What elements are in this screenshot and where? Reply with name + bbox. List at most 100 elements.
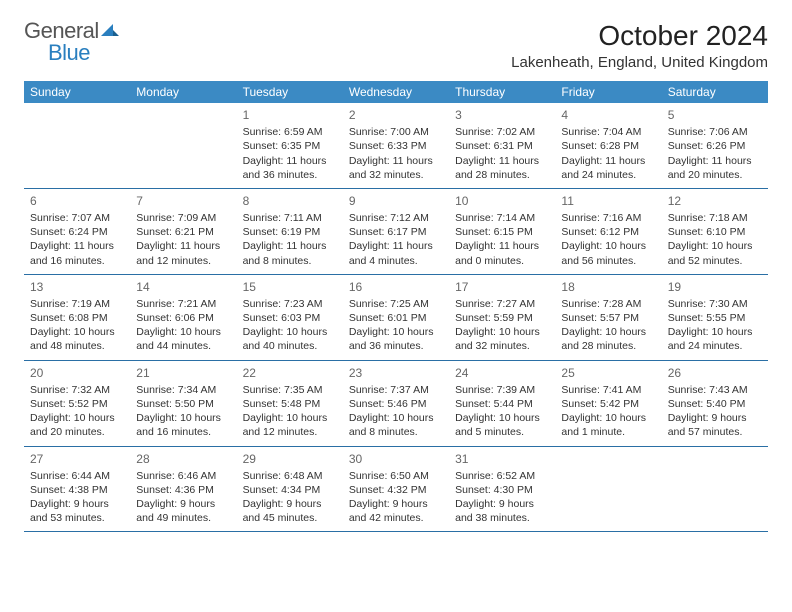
day-number: 24 <box>455 365 549 381</box>
sunrise-label: Sunrise: <box>243 384 282 396</box>
sunrise-line: Sunrise: 7:41 AM <box>561 383 655 397</box>
sunset-value: 6:06 PM <box>175 312 214 324</box>
sunset-label: Sunset: <box>30 312 66 324</box>
daylight-line: Daylight: 9 hours and 53 minutes. <box>30 497 124 525</box>
calendar-day-cell: 16Sunrise: 7:25 AMSunset: 6:01 PMDayligh… <box>343 274 449 360</box>
day-number: 10 <box>455 193 549 209</box>
daylight-label: Daylight: <box>455 155 496 167</box>
sunrise-line: Sunrise: 6:59 AM <box>243 125 337 139</box>
calendar-day-cell: 13Sunrise: 7:19 AMSunset: 6:08 PMDayligh… <box>24 274 130 360</box>
sunset-value: 4:38 PM <box>69 484 108 496</box>
daylight-label: Daylight: <box>349 412 390 424</box>
daylight-label: Daylight: <box>30 326 71 338</box>
calendar-day-cell: 17Sunrise: 7:27 AMSunset: 5:59 PMDayligh… <box>449 274 555 360</box>
sunrise-label: Sunrise: <box>243 298 282 310</box>
calendar-day-cell: 22Sunrise: 7:35 AMSunset: 5:48 PMDayligh… <box>237 360 343 446</box>
sunrise-value: 7:09 AM <box>178 212 217 224</box>
sunset-value: 4:36 PM <box>175 484 214 496</box>
sunrise-line: Sunrise: 7:07 AM <box>30 211 124 225</box>
sunset-value: 4:30 PM <box>494 484 533 496</box>
day-number: 14 <box>136 279 230 295</box>
daylight-line: Daylight: 11 hours and 16 minutes. <box>30 239 124 267</box>
sunset-label: Sunset: <box>668 140 704 152</box>
sunset-line: Sunset: 6:26 PM <box>668 139 762 153</box>
daylight-line: Daylight: 10 hours and 1 minute. <box>561 411 655 439</box>
sunrise-value: 7:04 AM <box>603 126 642 138</box>
sunrise-value: 7:06 AM <box>709 126 748 138</box>
calendar-day-cell: 15Sunrise: 7:23 AMSunset: 6:03 PMDayligh… <box>237 274 343 360</box>
sunrise-line: Sunrise: 7:35 AM <box>243 383 337 397</box>
daylight-label: Daylight: <box>455 412 496 424</box>
day-number: 13 <box>30 279 124 295</box>
sunset-value: 5:55 PM <box>706 312 745 324</box>
sunrise-line: Sunrise: 7:43 AM <box>668 383 762 397</box>
calendar-day-cell: 21Sunrise: 7:34 AMSunset: 5:50 PMDayligh… <box>130 360 236 446</box>
daylight-label: Daylight: <box>455 240 496 252</box>
daylight-label: Daylight: <box>349 155 390 167</box>
daylight-label: Daylight: <box>349 240 390 252</box>
sunset-line: Sunset: 5:42 PM <box>561 397 655 411</box>
daylight-label: Daylight: <box>136 326 177 338</box>
calendar-day-cell: 11Sunrise: 7:16 AMSunset: 6:12 PMDayligh… <box>555 188 661 274</box>
calendar-day-cell: 29Sunrise: 6:48 AMSunset: 4:34 PMDayligh… <box>237 446 343 532</box>
sunset-value: 6:19 PM <box>281 226 320 238</box>
sunrise-line: Sunrise: 7:11 AM <box>243 211 337 225</box>
daylight-label: Daylight: <box>243 240 284 252</box>
sunset-line: Sunset: 6:10 PM <box>668 225 762 239</box>
daylight-line: Daylight: 11 hours and 20 minutes. <box>668 154 762 182</box>
sunset-line: Sunset: 6:01 PM <box>349 311 443 325</box>
daylight-line: Daylight: 11 hours and 4 minutes. <box>349 239 443 267</box>
day-number: 12 <box>668 193 762 209</box>
daylight-label: Daylight: <box>136 412 177 424</box>
sunset-line: Sunset: 5:52 PM <box>30 397 124 411</box>
sunrise-label: Sunrise: <box>668 298 707 310</box>
sunrise-label: Sunrise: <box>30 384 69 396</box>
sunrise-line: Sunrise: 7:09 AM <box>136 211 230 225</box>
day-header-row: SundayMondayTuesdayWednesdayThursdayFrid… <box>24 81 768 103</box>
day-number: 1 <box>243 107 337 123</box>
sunrise-line: Sunrise: 7:37 AM <box>349 383 443 397</box>
calendar-week-row: 13Sunrise: 7:19 AMSunset: 6:08 PMDayligh… <box>24 274 768 360</box>
day-number: 8 <box>243 193 337 209</box>
daylight-line: Daylight: 10 hours and 40 minutes. <box>243 325 337 353</box>
sunrise-value: 6:48 AM <box>284 470 323 482</box>
calendar-day-cell: 20Sunrise: 7:32 AMSunset: 5:52 PMDayligh… <box>24 360 130 446</box>
daylight-label: Daylight: <box>349 326 390 338</box>
sunset-label: Sunset: <box>243 312 279 324</box>
day-number: 7 <box>136 193 230 209</box>
sunrise-value: 7:18 AM <box>709 212 748 224</box>
sunrise-label: Sunrise: <box>30 470 69 482</box>
calendar-day-cell: 3Sunrise: 7:02 AMSunset: 6:31 PMDaylight… <box>449 103 555 188</box>
sunrise-value: 7:32 AM <box>71 384 110 396</box>
calendar-day-cell: 31Sunrise: 6:52 AMSunset: 4:30 PMDayligh… <box>449 446 555 532</box>
sunrise-line: Sunrise: 7:18 AM <box>668 211 762 225</box>
calendar-day-cell: 4Sunrise: 7:04 AMSunset: 6:28 PMDaylight… <box>555 103 661 188</box>
sunset-value: 4:34 PM <box>281 484 320 496</box>
sunrise-value: 6:59 AM <box>284 126 323 138</box>
location-text: Lakenheath, England, United Kingdom <box>511 54 768 71</box>
sunset-label: Sunset: <box>561 398 597 410</box>
calendar-day-cell: 5Sunrise: 7:06 AMSunset: 6:26 PMDaylight… <box>662 103 768 188</box>
calendar-body: 1Sunrise: 6:59 AMSunset: 6:35 PMDaylight… <box>24 103 768 532</box>
sunrise-label: Sunrise: <box>561 298 600 310</box>
sunset-label: Sunset: <box>349 312 385 324</box>
calendar-day-cell: 19Sunrise: 7:30 AMSunset: 5:55 PMDayligh… <box>662 274 768 360</box>
sunset-line: Sunset: 4:38 PM <box>30 483 124 497</box>
sunrise-label: Sunrise: <box>30 212 69 224</box>
sunset-label: Sunset: <box>349 398 385 410</box>
sunset-label: Sunset: <box>455 398 491 410</box>
day-number: 19 <box>668 279 762 295</box>
calendar-day-cell: 30Sunrise: 6:50 AMSunset: 4:32 PMDayligh… <box>343 446 449 532</box>
calendar-day-cell: 9Sunrise: 7:12 AMSunset: 6:17 PMDaylight… <box>343 188 449 274</box>
sunset-value: 6:01 PM <box>387 312 426 324</box>
calendar-day-cell <box>24 103 130 188</box>
sunset-line: Sunset: 6:08 PM <box>30 311 124 325</box>
daylight-line: Daylight: 9 hours and 38 minutes. <box>455 497 549 525</box>
sunrise-label: Sunrise: <box>349 126 388 138</box>
calendar-week-row: 27Sunrise: 6:44 AMSunset: 4:38 PMDayligh… <box>24 446 768 532</box>
sunrise-line: Sunrise: 7:06 AM <box>668 125 762 139</box>
sunset-value: 6:33 PM <box>387 140 426 152</box>
daylight-line: Daylight: 10 hours and 36 minutes. <box>349 325 443 353</box>
sunset-value: 6:17 PM <box>387 226 426 238</box>
day-number: 3 <box>455 107 549 123</box>
